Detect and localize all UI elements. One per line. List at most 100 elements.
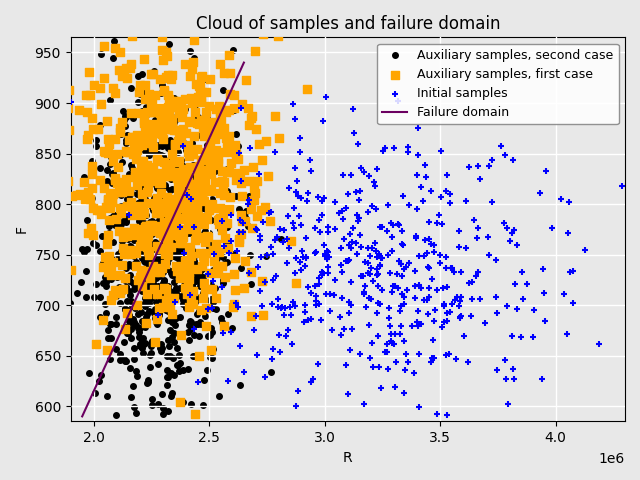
Auxiliary samples, first case	[133, 204, 143, 211]
Initial samples	[422, 249, 433, 257]
Initial samples	[319, 241, 329, 249]
Auxiliary samples, second case	[120, 216, 131, 224]
Auxiliary samples, second case	[193, 203, 203, 210]
Auxiliary samples, first case	[134, 242, 145, 250]
Auxiliary samples, second case	[131, 367, 141, 375]
Initial samples	[300, 301, 310, 309]
Auxiliary samples, second case	[202, 114, 212, 122]
Initial samples	[435, 260, 445, 267]
Initial samples	[364, 321, 374, 328]
Initial samples	[292, 387, 303, 395]
Auxiliary samples, second case	[47, 143, 57, 151]
Auxiliary samples, second case	[175, 284, 185, 291]
Auxiliary samples, first case	[156, 180, 166, 187]
Auxiliary samples, second case	[153, 150, 163, 158]
Auxiliary samples, second case	[130, 227, 140, 235]
Auxiliary samples, first case	[188, 287, 198, 295]
Auxiliary samples, second case	[164, 208, 174, 216]
Auxiliary samples, first case	[210, 179, 220, 186]
Auxiliary samples, second case	[170, 185, 180, 193]
Auxiliary samples, first case	[135, 228, 145, 235]
Auxiliary samples, second case	[136, 168, 147, 175]
Auxiliary samples, first case	[152, 290, 163, 298]
Auxiliary samples, first case	[102, 347, 112, 354]
Initial samples	[454, 227, 464, 235]
Auxiliary samples, first case	[214, 190, 225, 197]
Auxiliary samples, second case	[163, 290, 173, 298]
Initial samples	[355, 231, 365, 239]
Initial samples	[547, 224, 557, 231]
Auxiliary samples, second case	[174, 127, 184, 135]
Auxiliary samples, first case	[172, 168, 182, 176]
Initial samples	[370, 239, 380, 247]
Auxiliary samples, first case	[176, 0, 186, 4]
Auxiliary samples, second case	[150, 305, 160, 313]
Auxiliary samples, first case	[161, 164, 171, 171]
Auxiliary samples, first case	[191, 193, 201, 201]
Auxiliary samples, second case	[207, 354, 217, 362]
Auxiliary samples, first case	[161, 244, 172, 252]
Auxiliary samples, second case	[150, 116, 160, 124]
Auxiliary samples, second case	[101, 25, 111, 33]
Initial samples	[185, 291, 195, 299]
Auxiliary samples, first case	[143, 247, 154, 255]
Initial samples	[312, 360, 323, 368]
Auxiliary samples, second case	[152, 264, 163, 272]
Auxiliary samples, second case	[175, 229, 185, 237]
Auxiliary samples, second case	[145, 363, 155, 371]
Initial samples	[522, 280, 532, 288]
Initial samples	[226, 211, 236, 218]
Auxiliary samples, second case	[166, 150, 176, 158]
Auxiliary samples, first case	[99, 74, 109, 82]
Auxiliary samples, first case	[122, 202, 132, 210]
Auxiliary samples, second case	[148, 245, 158, 252]
Auxiliary samples, second case	[163, 336, 173, 344]
Auxiliary samples, first case	[222, 244, 232, 252]
Auxiliary samples, second case	[131, 321, 141, 328]
Auxiliary samples, second case	[143, 252, 153, 260]
Auxiliary samples, first case	[201, 108, 211, 116]
Initial samples	[469, 216, 479, 224]
Auxiliary samples, second case	[79, 249, 90, 256]
Auxiliary samples, first case	[189, 186, 199, 193]
Auxiliary samples, first case	[106, 271, 116, 278]
Auxiliary samples, first case	[223, 168, 234, 176]
Auxiliary samples, first case	[142, 108, 152, 116]
Initial samples	[278, 238, 288, 246]
Auxiliary samples, second case	[198, 156, 208, 164]
Initial samples	[568, 300, 579, 307]
Auxiliary samples, first case	[160, 260, 170, 268]
Auxiliary samples, second case	[156, 208, 166, 216]
Auxiliary samples, second case	[171, 216, 181, 224]
Auxiliary samples, second case	[120, 276, 130, 284]
Auxiliary samples, second case	[167, 170, 177, 178]
Auxiliary samples, second case	[177, 192, 187, 199]
Auxiliary samples, second case	[140, 265, 150, 273]
Auxiliary samples, second case	[105, 355, 115, 363]
Auxiliary samples, first case	[183, 218, 193, 226]
Auxiliary samples, first case	[132, 146, 143, 154]
Initial samples	[380, 348, 390, 356]
Auxiliary samples, second case	[199, 198, 209, 206]
Auxiliary samples, second case	[182, 249, 193, 257]
Auxiliary samples, first case	[167, 310, 177, 318]
Auxiliary samples, first case	[121, 64, 131, 72]
Auxiliary samples, second case	[144, 296, 154, 304]
Auxiliary samples, first case	[154, 173, 164, 181]
Auxiliary samples, second case	[150, 176, 160, 183]
Auxiliary samples, second case	[197, 265, 207, 273]
Auxiliary samples, first case	[97, 316, 108, 324]
Initial samples	[356, 243, 366, 251]
Auxiliary samples, second case	[123, 235, 133, 243]
Initial samples	[396, 260, 406, 268]
Auxiliary samples, first case	[141, 237, 152, 244]
Auxiliary samples, first case	[166, 75, 176, 83]
Auxiliary samples, second case	[184, 276, 195, 283]
Auxiliary samples, second case	[144, 271, 154, 279]
Auxiliary samples, second case	[185, 183, 195, 191]
Auxiliary samples, first case	[167, 150, 177, 158]
Auxiliary samples, second case	[133, 244, 143, 252]
Auxiliary samples, second case	[162, 286, 172, 293]
Auxiliary samples, second case	[180, 106, 190, 113]
Initial samples	[260, 278, 271, 286]
